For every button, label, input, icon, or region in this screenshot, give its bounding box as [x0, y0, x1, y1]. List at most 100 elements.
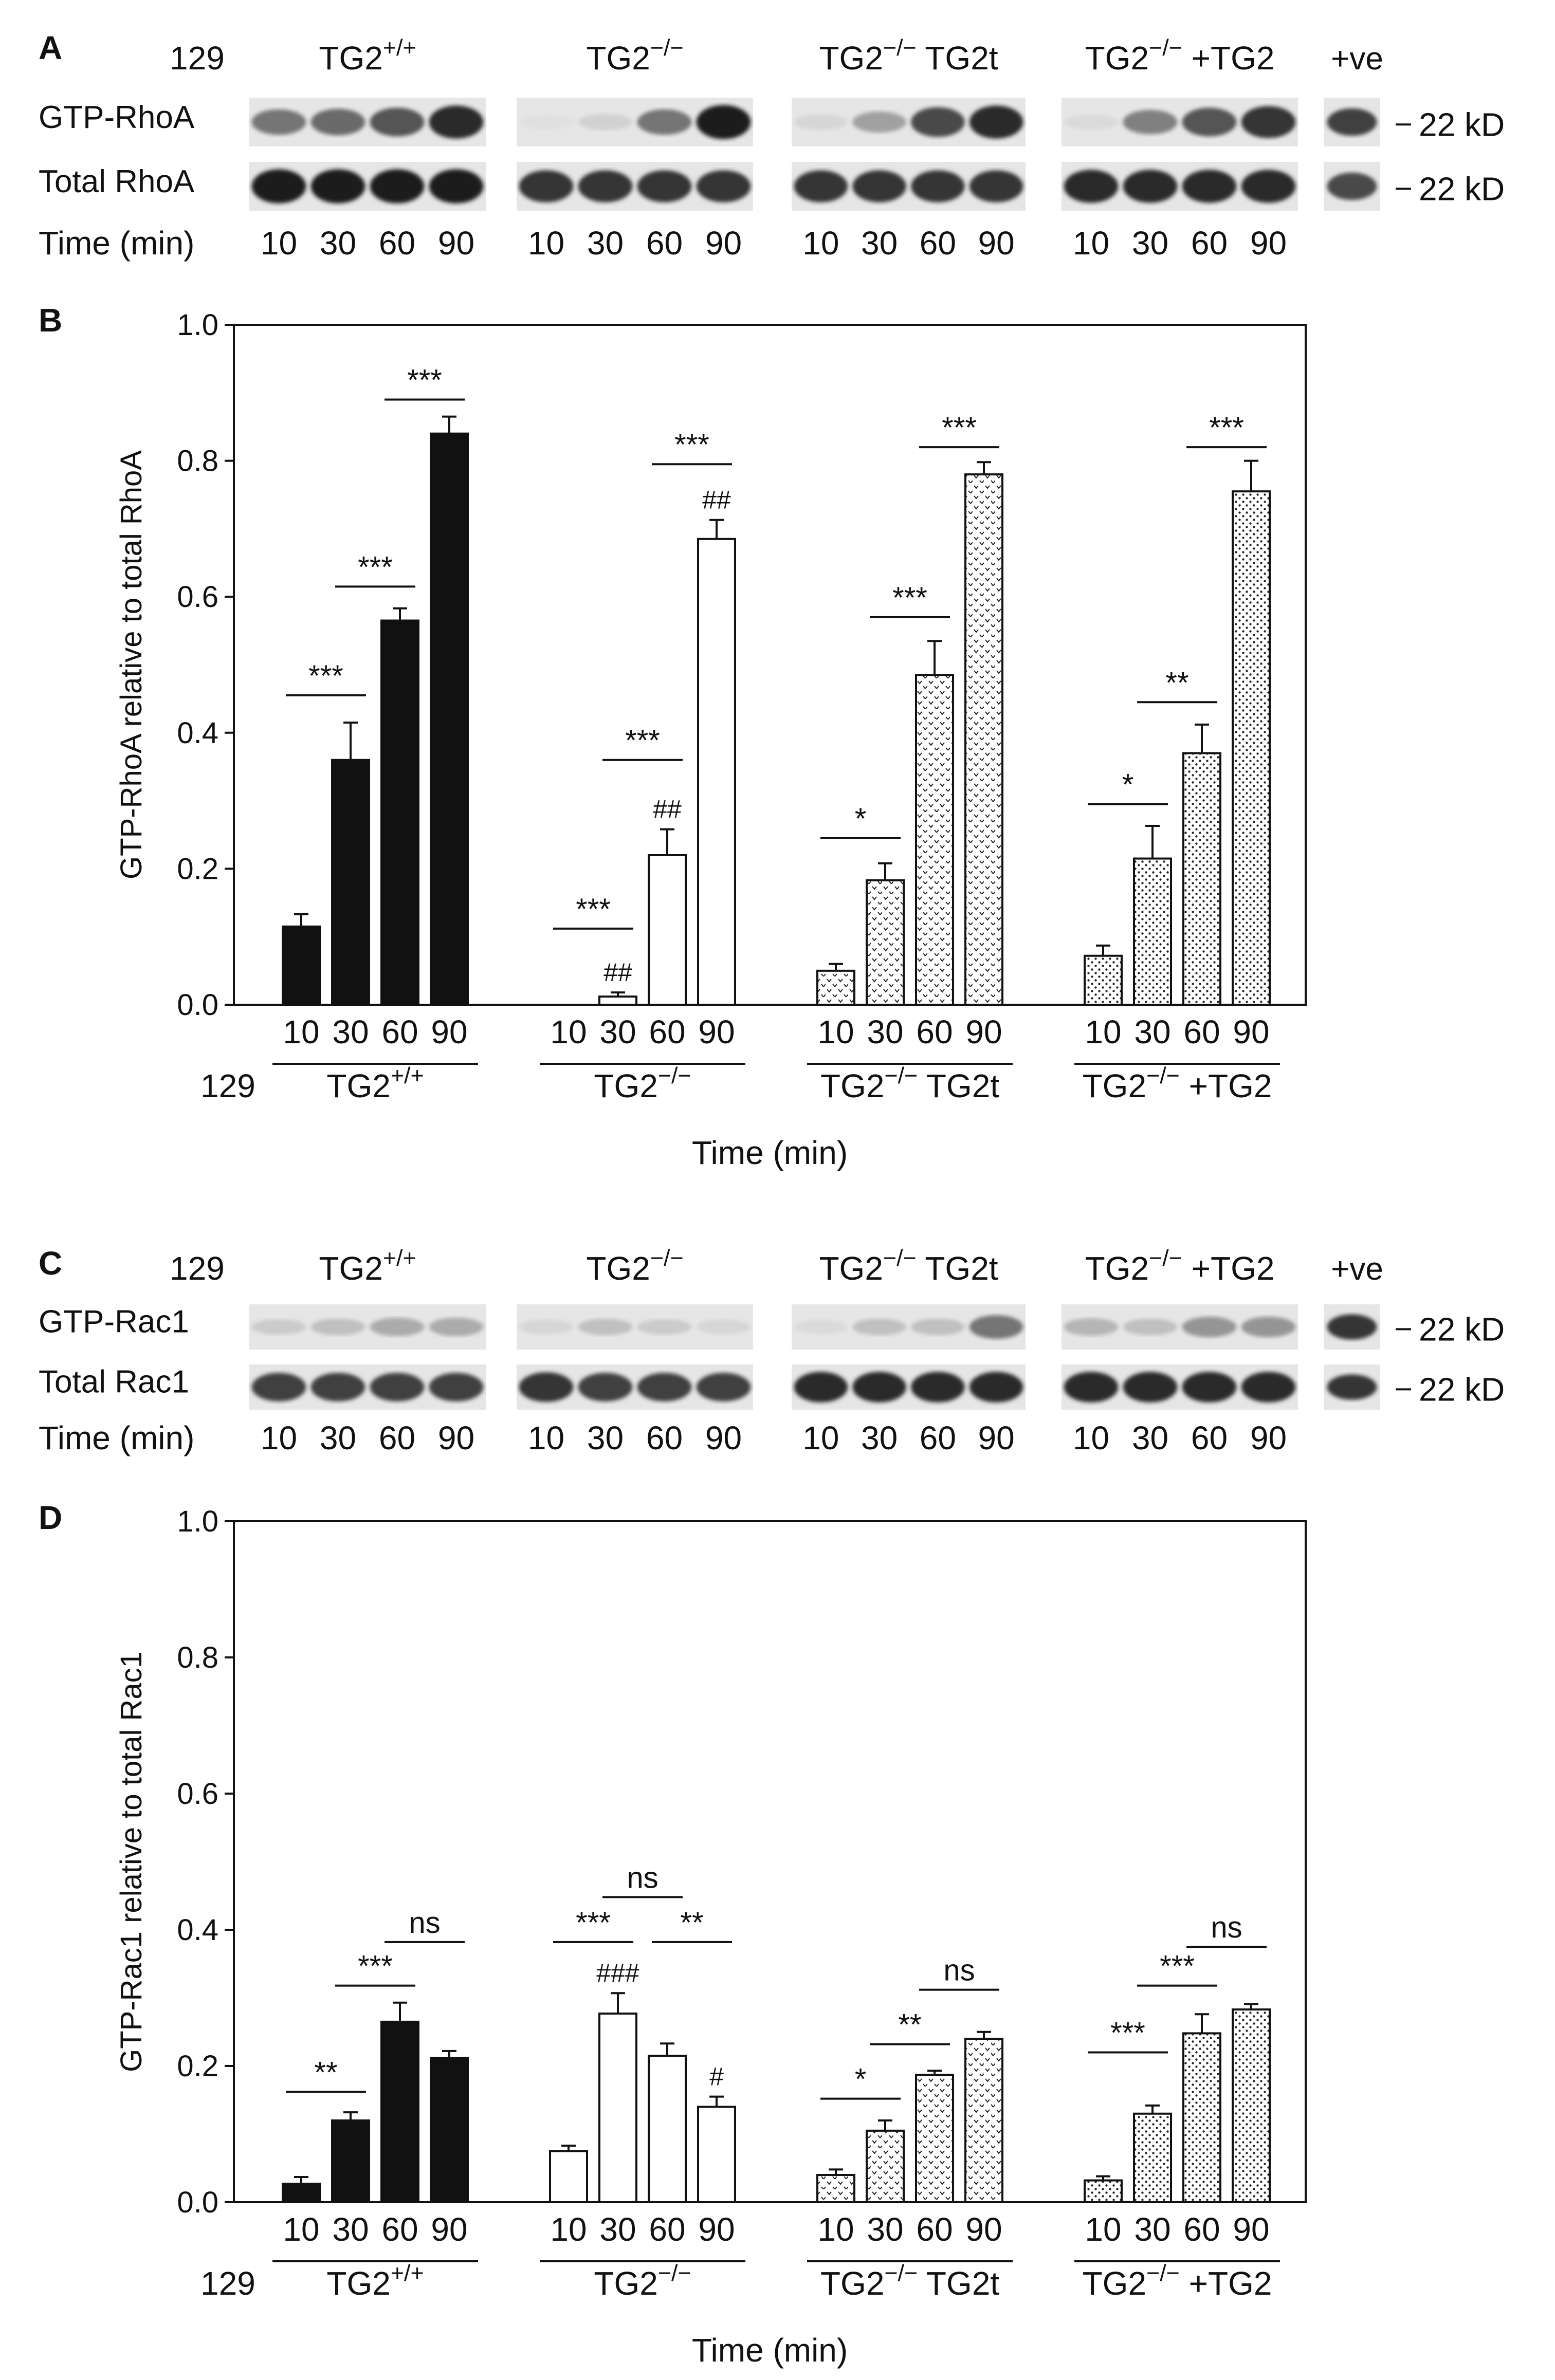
blot-band — [429, 169, 484, 204]
bar-chart-D: D 0.0 0.2 0.4 0.6 0.8 1.0 GTP-Rac1 relative to … — [39, 1499, 1307, 2369]
bar-chevron-60min — [915, 2074, 954, 2204]
blot-row-label: GTP-Rac1 — [39, 1304, 189, 1340]
blot-band — [251, 1319, 306, 1335]
group-label-sup: −/− — [883, 35, 917, 61]
group-label: TG2−/− +TG2 — [1083, 2260, 1272, 2302]
blot-band — [969, 170, 1023, 202]
bar-chevron-90min — [964, 2038, 1003, 2203]
group-label-base: TG2 — [319, 1250, 382, 1287]
blot-panel-C: C 129 TG2+/+ TG2−/− TG2−/− TG2t TG2−/− +TG2 +v… — [39, 1245, 1505, 1456]
hash-significance-mark: ## — [603, 958, 632, 987]
y-tick-label: 1.0 — [177, 1505, 218, 1538]
blot-band — [1123, 109, 1178, 135]
group-label-sup: −/− — [883, 1245, 917, 1271]
x-tick-label: 30 — [332, 1013, 369, 1050]
significance-label: *** — [892, 581, 927, 615]
blot-band — [429, 1317, 484, 1337]
blot-band — [310, 1318, 365, 1336]
bar-solid-30min — [331, 2119, 370, 2203]
x-tick-label: 60 — [1183, 2211, 1220, 2248]
group-label-sup: +/+ — [391, 1063, 424, 1088]
blot-time-tick: 60 — [920, 225, 956, 262]
blot-band — [519, 1319, 574, 1335]
blot-band — [911, 107, 965, 137]
blot-band — [1182, 1372, 1237, 1403]
bar-open-30min — [598, 995, 637, 1006]
y-tick-label: 0.0 — [177, 2186, 218, 2219]
group-label-base: TG2 — [819, 1250, 883, 1287]
blot-band — [429, 105, 484, 139]
bar-chevron-10min — [816, 969, 855, 1006]
group-label-sup: +/+ — [383, 1245, 416, 1271]
bar-solid-60min — [380, 619, 419, 1006]
y-tick-label: 0.4 — [177, 716, 218, 750]
x-tick-label: 90 — [965, 2211, 1002, 2248]
significance-label: * — [1122, 768, 1134, 802]
x-tick-label: 60 — [381, 1013, 418, 1050]
group-label-rest: +TG2 — [1180, 1067, 1272, 1104]
blot-time-tick: 30 — [587, 225, 624, 262]
significance-label: *** — [1110, 2017, 1145, 2050]
significance-label: *** — [625, 724, 660, 758]
blot-band — [310, 169, 365, 204]
bar-dots-10min — [1084, 954, 1123, 1006]
blot-band — [310, 108, 365, 136]
bar-solid-10min — [282, 925, 321, 1006]
blot-time-tick: 10 — [802, 1419, 839, 1456]
significance-label: ns — [409, 1906, 440, 1940]
blot-band — [1241, 106, 1296, 138]
x-tick-label: 10 — [550, 2211, 587, 2248]
significance-label: * — [855, 802, 867, 836]
bar-chevron-30min — [866, 879, 905, 1006]
blot-band — [852, 1318, 906, 1336]
blot-band — [519, 170, 574, 202]
x-tick-label: 60 — [381, 2211, 418, 2248]
bar-chevron-90min — [964, 473, 1003, 1006]
group-label-sup: −/− — [650, 35, 684, 61]
blot-band — [852, 170, 906, 202]
blot-time-tick: 30 — [1132, 1419, 1168, 1456]
blot-band — [1064, 114, 1119, 130]
positive-control-label: +ve — [1331, 41, 1383, 77]
size-marker-label: 22 kD — [1419, 170, 1505, 207]
significance-label: *** — [358, 550, 393, 584]
blot-band — [370, 169, 425, 204]
bar-open-10min — [549, 2150, 588, 2203]
group-label-base: TG2 — [326, 1067, 390, 1104]
group-label-base: TG2 — [594, 1067, 657, 1104]
blot-time-tick: 90 — [978, 225, 1015, 262]
x-tick-label: 60 — [649, 2211, 685, 2248]
x-tick-label: 60 — [649, 1013, 685, 1050]
blot-time-tick: 30 — [320, 225, 356, 262]
blot-band — [1123, 1318, 1178, 1336]
strain-label: 129 — [170, 40, 225, 77]
group-label-base: TG2 — [586, 40, 650, 77]
group-label-rest: +TG2 — [1180, 2265, 1272, 2302]
group-label: TG2−/− +TG2 — [1083, 1063, 1272, 1104]
group-label-base: TG2 — [819, 40, 883, 77]
blot-time-tick: 10 — [802, 225, 839, 262]
y-tick-label: 1.0 — [177, 308, 218, 342]
blot-band — [1241, 1372, 1296, 1403]
group-label: TG2+/+ — [326, 2260, 424, 2302]
blot-time-tick: 90 — [705, 225, 742, 262]
blot-time-tick: 90 — [705, 1419, 742, 1456]
x-tick-label: 30 — [1134, 2211, 1170, 2248]
blot-band — [578, 170, 633, 202]
group-label-sup: −/− — [1149, 1245, 1182, 1271]
group-label-sup: −/− — [884, 1063, 918, 1088]
blot-band — [911, 1318, 965, 1336]
blot-band — [1123, 1372, 1178, 1403]
x-tick-label: 60 — [916, 1013, 953, 1050]
blot-time-tick: 90 — [438, 225, 474, 262]
significance-label: ns — [1211, 1911, 1242, 1944]
x-tick-label: 90 — [965, 1013, 1002, 1050]
blot-time-tick: 30 — [320, 1419, 356, 1456]
x-tick-label: 90 — [1233, 2211, 1269, 2248]
significance-label: *** — [674, 428, 709, 462]
group-label: TG2−/− TG2t — [820, 1063, 999, 1104]
blot-band — [1064, 1372, 1119, 1403]
blot-time-tick: 30 — [1132, 225, 1168, 262]
blot-band — [251, 1373, 306, 1401]
time-axis-label: Time (min) — [39, 1419, 194, 1456]
